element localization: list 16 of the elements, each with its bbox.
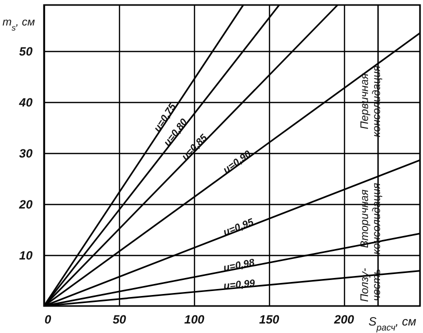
annotation: Вторичная консолидация: [358, 182, 383, 254]
text: u=0,98: [222, 257, 256, 274]
x-tick-label: 200: [333, 312, 354, 326]
y-tick-label: 40: [18, 95, 33, 110]
text: u=0,99: [223, 278, 256, 292]
annotation: Первичная консолидация: [358, 65, 383, 138]
y-tick-label: 10: [19, 248, 33, 262]
x-tick-label: 50: [112, 312, 126, 326]
x-tick-label: 100: [184, 312, 205, 326]
y-axis-title: m$_{s}$, см: [2, 16, 36, 32]
y-tick-label: 20: [18, 197, 33, 212]
y-tick-label: 50: [19, 44, 33, 58]
x-tick-label: 0: [44, 312, 52, 326]
y-tick-label: 30: [19, 146, 33, 160]
x-axis-title: S$_{расч}$, см: [368, 314, 416, 332]
x-tick-label: 150: [259, 312, 280, 326]
